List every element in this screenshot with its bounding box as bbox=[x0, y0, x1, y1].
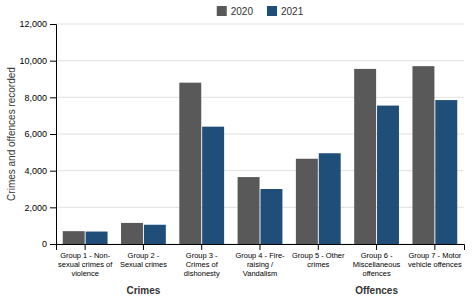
bar bbox=[121, 223, 143, 244]
legend-label: 2020 bbox=[231, 6, 254, 17]
x-tick-label: Group 3 -Crimes ofdishonesty bbox=[184, 251, 220, 277]
grid-line bbox=[56, 97, 464, 98]
chart: 0 2,000 4,000 6,000 8,000 10,000 12,000 Group 1… bbox=[0, 0, 474, 306]
bar-series bbox=[86, 100, 458, 244]
x-tick-mark bbox=[260, 244, 261, 250]
bar bbox=[435, 100, 457, 244]
x-tick: Group 5 - Othercrimes bbox=[292, 244, 345, 269]
x-tick: Group 3 -Crimes ofdishonesty bbox=[184, 244, 220, 278]
annotation: Offences bbox=[355, 285, 398, 296]
bar bbox=[238, 177, 260, 244]
x-tick-mark bbox=[201, 244, 202, 250]
bar bbox=[319, 153, 341, 244]
bar bbox=[202, 127, 224, 244]
x-axis: Group 1 - Non-sexual crimes ofviolence Gr… bbox=[57, 244, 465, 278]
y-tick: 4,000 bbox=[24, 166, 56, 176]
bar bbox=[63, 231, 85, 244]
bars bbox=[63, 66, 458, 244]
x-tick-mark bbox=[85, 244, 86, 250]
legend-item: 2020 bbox=[217, 6, 254, 17]
x-tick-mark bbox=[143, 244, 144, 250]
y-tick: 12,000 bbox=[19, 19, 56, 29]
y-tick-label: 2,000 bbox=[24, 203, 47, 213]
y-tick: 6,000 bbox=[24, 129, 56, 139]
legend: 2020 2021 bbox=[217, 6, 304, 17]
bar bbox=[179, 83, 201, 244]
y-tick-mark bbox=[50, 171, 56, 172]
y-tick-mark bbox=[50, 61, 56, 62]
y-tick: 2,000 bbox=[24, 203, 56, 213]
grid-line bbox=[56, 24, 464, 25]
bar bbox=[412, 66, 434, 244]
x-tick: Group 2 -Sexual crimes bbox=[120, 244, 167, 269]
grid-line bbox=[56, 207, 464, 208]
legend-swatch bbox=[267, 6, 277, 16]
plot: 0 2,000 4,000 6,000 8,000 10,000 12,000 Group 1… bbox=[19, 19, 464, 277]
bar bbox=[260, 189, 282, 244]
grid bbox=[56, 24, 464, 244]
y-tick: 0 bbox=[42, 239, 56, 249]
x-tick-label: Group 4 - Fire-raising /Vandalism bbox=[235, 251, 285, 277]
y-tick: 10,000 bbox=[19, 56, 56, 66]
y-tick-mark bbox=[50, 24, 56, 25]
bar bbox=[354, 69, 376, 244]
y-axis-line bbox=[50, 25, 57, 245]
bar bbox=[144, 225, 166, 244]
x-tick: Group 6 -Miscellaneousoffences bbox=[353, 244, 401, 278]
y-axis-title: Crimes and offences recorded bbox=[6, 67, 17, 201]
legend-item: 2021 bbox=[267, 6, 304, 17]
y-tick-label: 10,000 bbox=[19, 56, 47, 66]
legend-swatch bbox=[217, 6, 227, 16]
y-tick-mark bbox=[50, 134, 56, 135]
bar bbox=[86, 232, 108, 244]
annotation: Crimes bbox=[126, 285, 160, 296]
x-tick: Group 1 - Non-sexual crimes ofviolence bbox=[58, 244, 113, 278]
legend-label: 2021 bbox=[281, 6, 304, 17]
grid-line bbox=[56, 60, 464, 61]
y-tick: 8,000 bbox=[24, 93, 56, 103]
y-tick-label: 12,000 bbox=[19, 19, 47, 29]
y-tick-mark bbox=[50, 97, 56, 98]
x-tick-label: Group 2 -Sexual crimes bbox=[120, 251, 167, 269]
y-tick-mark bbox=[50, 207, 56, 208]
bar-series bbox=[63, 66, 435, 244]
x-tick-label: Group 6 -Miscellaneousoffences bbox=[353, 251, 401, 277]
y-tick-label: 8,000 bbox=[24, 93, 47, 103]
x-tick-mark bbox=[318, 244, 319, 250]
x-tick-mark bbox=[376, 244, 377, 250]
x-tick: Group 7 - Motorvehicle offences bbox=[408, 244, 462, 269]
x-tick-label: Group 7 - Motorvehicle offences bbox=[408, 251, 462, 269]
grid-line bbox=[56, 134, 464, 135]
x-tick-label: Group 1 - Non-sexual crimes ofviolence bbox=[58, 251, 113, 277]
bar bbox=[296, 159, 318, 244]
bar bbox=[377, 106, 399, 244]
y-tick-mark bbox=[50, 244, 56, 245]
y-tick-label: 0 bbox=[42, 239, 47, 249]
grid-line bbox=[56, 170, 464, 171]
x-tick: Group 4 - Fire-raising /Vandalism bbox=[235, 244, 285, 278]
y-tick-label: 6,000 bbox=[24, 129, 47, 139]
x-axis-line bbox=[57, 245, 465, 251]
x-tick-mark bbox=[434, 244, 435, 250]
y-axis: 0 2,000 4,000 6,000 8,000 10,000 12,000 bbox=[19, 19, 56, 249]
x-tick-label: Group 5 - Othercrimes bbox=[292, 251, 345, 269]
y-tick-label: 4,000 bbox=[24, 166, 47, 176]
